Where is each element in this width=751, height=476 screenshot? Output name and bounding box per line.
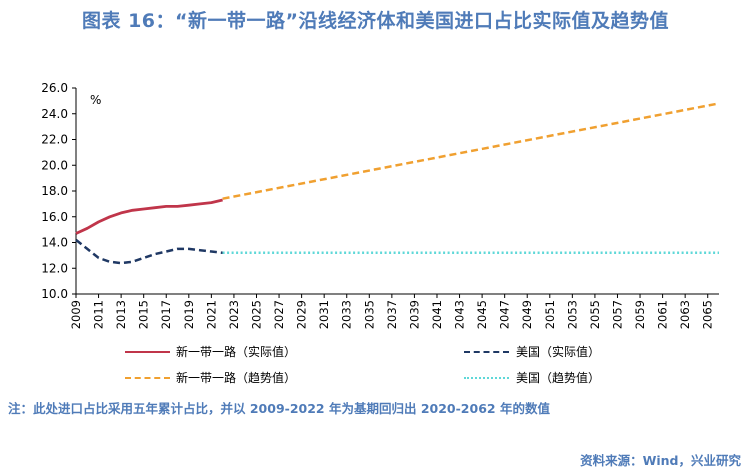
legend-label-1: 新一带一路（实际值） (176, 345, 297, 359)
x-tick-label: 2031 (317, 300, 331, 329)
y-tick-label: 24.0 (41, 107, 68, 121)
x-tick-label: 2013 (114, 300, 128, 329)
legend-label-2: 美国（实际值） (516, 345, 601, 359)
y-tick-label: 18.0 (41, 184, 68, 198)
x-tick-label: 2041 (430, 300, 444, 329)
x-tick-label: 2049 (520, 300, 534, 329)
x-tick-label: 2043 (453, 300, 467, 329)
y-tick-label: 14.0 (41, 236, 68, 250)
legend-label-4: 美国（趋势值） (516, 371, 601, 385)
x-tick-label: 2021 (204, 300, 218, 329)
x-tick-label: 2057 (610, 300, 624, 329)
legend-swatch-2 (464, 351, 509, 353)
legend-swatch-4 (464, 377, 509, 379)
x-tick-label: 2033 (340, 300, 354, 329)
unit-label: % (90, 93, 101, 107)
series-line-3 (222, 102, 720, 200)
x-tick-label: 2063 (678, 300, 692, 329)
x-tick-label: 2015 (137, 300, 151, 329)
x-tick-label: 2017 (159, 300, 173, 329)
x-tick-label: 2023 (227, 300, 241, 329)
y-tick-label: 20.0 (41, 158, 68, 172)
y-tick-label: 22.0 (41, 133, 68, 147)
x-tick-label: 2025 (249, 300, 263, 329)
x-tick-label: 2035 (362, 300, 376, 329)
x-tick-label: 2061 (656, 300, 670, 329)
legend-swatch-3 (125, 377, 170, 379)
x-tick-label: 2055 (588, 300, 602, 329)
y-tick-label: 12.0 (41, 261, 68, 275)
chart-note: 注：此处进口占比采用五年累计占比，并以 2009-2022 年为基期回归出 20… (8, 401, 550, 416)
x-tick-label: 2047 (498, 300, 512, 329)
series-lines (75, 102, 720, 265)
x-tick-label: 2039 (407, 300, 421, 329)
y-tick-label: 10.0 (41, 287, 68, 301)
series-line-1 (75, 198, 223, 235)
x-tick-label: 2009 (69, 300, 83, 329)
x-tick-label: 2029 (295, 300, 309, 329)
legend-swatch-1 (125, 351, 170, 353)
x-tick-label: 2065 (701, 300, 715, 329)
x-tick-label: 2051 (543, 300, 557, 329)
chart-source: 资料来源：Wind，兴业研究 (580, 453, 741, 468)
x-tick-label: 2011 (92, 300, 106, 329)
y-tick-label: 16.0 (41, 210, 68, 224)
x-tick-label: 2045 (475, 300, 489, 329)
legend-label-3: 新一带一路（趋势值） (176, 371, 297, 385)
axes: 10.0 12.0 14.0 16.0 18.0 20.0 22.0 24.0 26.0 2009… (41, 81, 719, 329)
x-tick-label: 2053 (565, 300, 579, 329)
series-line-2 (75, 238, 223, 265)
x-tick-label: 2037 (385, 300, 399, 329)
x-tick-label: 2027 (272, 300, 286, 329)
chart-title: 图表 16：“新一带一路”沿线经济体和美国进口占比实际值及趋势值 (81, 10, 670, 32)
y-tick-label: 26.0 (41, 81, 68, 95)
x-tick-label: 2019 (182, 300, 196, 329)
x-tick-label: 2059 (633, 300, 647, 329)
